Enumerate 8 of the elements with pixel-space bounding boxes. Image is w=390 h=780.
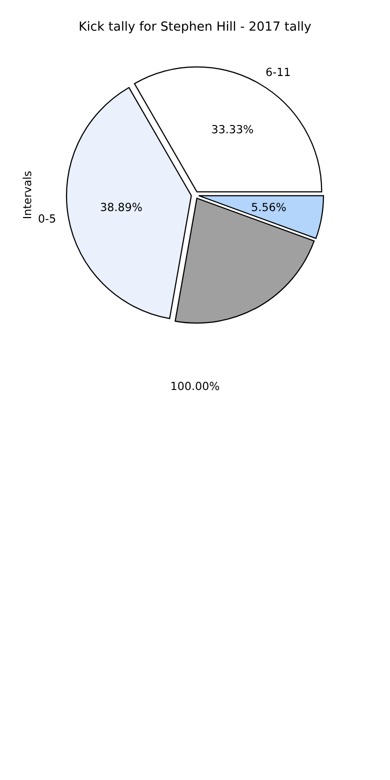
slice-label: 0-5 [38, 214, 56, 223]
text: 100.00% [172, 382, 220, 390]
data-label: 33.33% [212, 124, 254, 134]
slice-label: 6-11 [266, 68, 290, 76]
data-label: 5.56% [252, 202, 286, 212]
data-label: 38.89% [100, 202, 142, 212]
chart-title: Kick tally for Stephen Hill - 2017 tally [80, 21, 311, 34]
text: Intervals [22, 171, 32, 218]
